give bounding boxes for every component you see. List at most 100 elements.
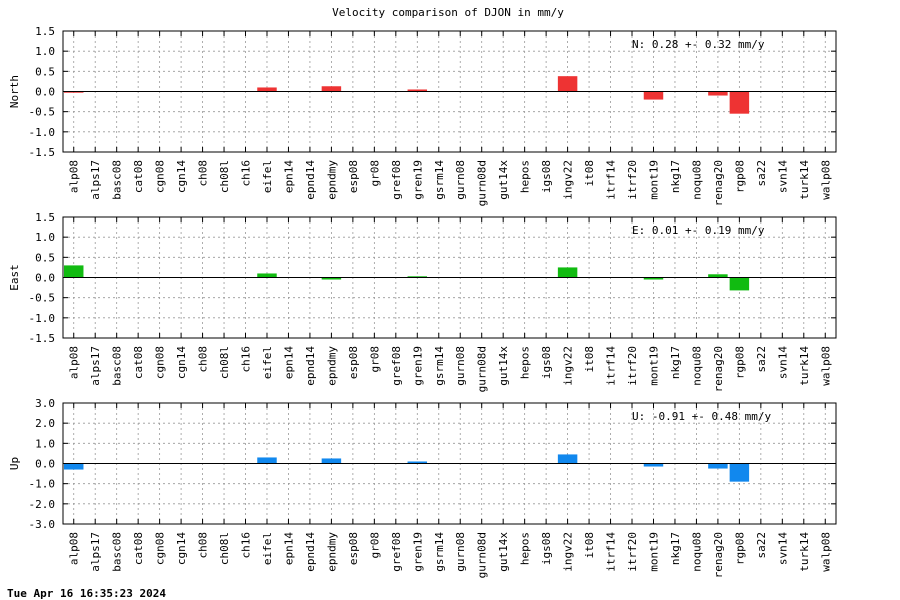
y-tick-label: 3.0: [35, 397, 55, 410]
bar-alp08: [64, 265, 84, 278]
x-tick-label: ch08: [197, 346, 210, 373]
x-tick-label: alps17: [89, 532, 102, 572]
x-tick-label: igs08: [540, 532, 553, 565]
x-tick-label: mont19: [647, 160, 660, 200]
bar-mont19: [643, 463, 664, 467]
x-tick-label: sa22: [755, 346, 768, 373]
x-tick-label: renag20: [712, 532, 725, 578]
y-tick-label: -1.5: [29, 332, 56, 345]
chart-title: Velocity comparison of DJON in mm/y: [332, 6, 564, 19]
y-tick-label: -0.5: [29, 106, 56, 119]
x-tick-label: gren19: [411, 532, 424, 572]
x-tick-label: cgn14: [175, 346, 188, 379]
x-tick-label: rgp08: [733, 160, 746, 193]
x-tick-label: ch08l: [218, 532, 231, 565]
x-tick-label: alps17: [89, 160, 102, 200]
bar-renag20: [708, 274, 728, 278]
x-tick-label: gr08: [368, 160, 381, 187]
x-tick-label: renag20: [712, 160, 725, 206]
x-tick-label: epn14: [282, 160, 295, 193]
y-axis-label: Up: [8, 457, 21, 470]
x-tick-label: cgn14: [175, 532, 188, 565]
x-tick-label: ingv22: [562, 346, 575, 386]
x-tick-label: cgn08: [154, 160, 167, 193]
bar-gren19: [407, 461, 428, 464]
x-tick-label: svn14: [776, 532, 789, 565]
bar-eifel: [257, 87, 277, 92]
bar-gren19: [407, 276, 428, 278]
y-tick-label: -1.5: [29, 146, 56, 159]
bar-epndmy: [321, 86, 342, 92]
stats-annotation: E: 0.01 +- 0.19 mm/y: [632, 224, 765, 237]
bar-renag20: [708, 91, 728, 96]
y-tick-label: 0.0: [35, 86, 55, 99]
plot-frame: [62, 216, 837, 339]
bar-epndmy: [321, 458, 342, 464]
x-tick-label: itrf14: [605, 346, 618, 386]
x-tick-label: epnd14: [304, 532, 317, 572]
x-tick-label: noqu08: [690, 160, 703, 200]
x-tick-label: gref08: [390, 532, 403, 572]
x-tick-label: gurn08d: [476, 346, 489, 392]
y-tick-label: 1.5: [35, 25, 55, 38]
bar-rgp08: [729, 91, 750, 114]
y-tick-label: 0.5: [35, 65, 55, 78]
x-tick-label: svn14: [776, 160, 789, 193]
x-tick-label: eifel: [261, 346, 274, 379]
x-tick-label: gut14x: [497, 346, 510, 386]
x-tick-label: itrf14: [605, 160, 618, 200]
x-tick-label: gr08: [368, 532, 381, 559]
x-tick-label: rgp08: [733, 346, 746, 379]
x-tick-label: alps17: [89, 346, 102, 386]
x-tick-label: turk14: [798, 346, 811, 386]
y-tick-label: -1.0: [29, 478, 56, 491]
x-tick-label: esp08: [347, 532, 360, 565]
x-tick-label: gut14x: [497, 532, 510, 572]
bar-epndmy: [321, 277, 342, 280]
x-tick-label: ch08l: [218, 346, 231, 379]
x-tick-label: igs08: [540, 346, 553, 379]
x-tick-label: itrf20: [626, 532, 639, 572]
bar-rgp08: [729, 277, 750, 291]
y-axis-label: East: [8, 264, 21, 291]
x-tick-label: turk14: [798, 160, 811, 200]
x-tick-label: ingv22: [562, 532, 575, 572]
y-tick-label: -1.0: [29, 126, 56, 139]
x-tick-label: esp08: [347, 160, 360, 193]
x-tick-label: noqu08: [690, 532, 703, 572]
x-tick-label: igs08: [540, 160, 553, 193]
x-tick-label: walp08: [819, 160, 832, 200]
x-tick-label: it08: [583, 346, 596, 373]
x-tick-label: turk14: [798, 532, 811, 572]
panel-north: 1.5 1.0 0.5 0.0 -0.5 -1.0 -1.5 alp08 alps17 basc0…: [8, 25, 837, 206]
x-tick-label: ch16: [240, 532, 253, 559]
x-tick-label: nkg17: [669, 346, 682, 379]
x-tick-label: itrf20: [626, 346, 639, 386]
x-tick-label: gref08: [390, 346, 403, 386]
y-tick-label: -2.0: [29, 498, 56, 511]
x-tick-label: gurn08d: [476, 532, 489, 578]
x-tick-label: cat08: [132, 532, 145, 565]
bar-eifel: [257, 273, 277, 278]
x-tick-label: ch16: [240, 346, 253, 373]
x-tick-label: gr08: [368, 346, 381, 373]
x-tick-label: cat08: [132, 346, 145, 379]
y-tick-label: 1.5: [35, 211, 55, 224]
x-tick-label: gsrm14: [433, 160, 446, 200]
x-tick-label: alp08: [68, 346, 81, 379]
x-tick-label: gut14x: [497, 160, 510, 200]
x-tick-label: cgn08: [154, 532, 167, 565]
x-tick-label: it08: [583, 160, 596, 187]
x-tick-label: basc08: [111, 160, 124, 200]
y-tick-label: 0.0: [35, 272, 55, 285]
bar-rgp08: [729, 463, 750, 482]
x-tick-label: cat08: [132, 160, 145, 193]
x-tick-label: ch08: [197, 160, 210, 187]
x-tick-label: ch08l: [218, 160, 231, 193]
x-tick-label: epndmy: [325, 346, 338, 386]
bar-ingv22: [557, 267, 578, 278]
panel-up: 3.0 2.0 1.0 0.0 -1.0 -2.0 -3.0 alp08 alps17 basc0…: [8, 397, 837, 578]
chart-panels: 1.5 1.0 0.5 0.0 -0.5 -1.0 -1.5 alp08 alps17 basc0…: [8, 25, 837, 578]
plot-frame: [62, 402, 837, 525]
x-tick-label: gref08: [390, 160, 403, 200]
